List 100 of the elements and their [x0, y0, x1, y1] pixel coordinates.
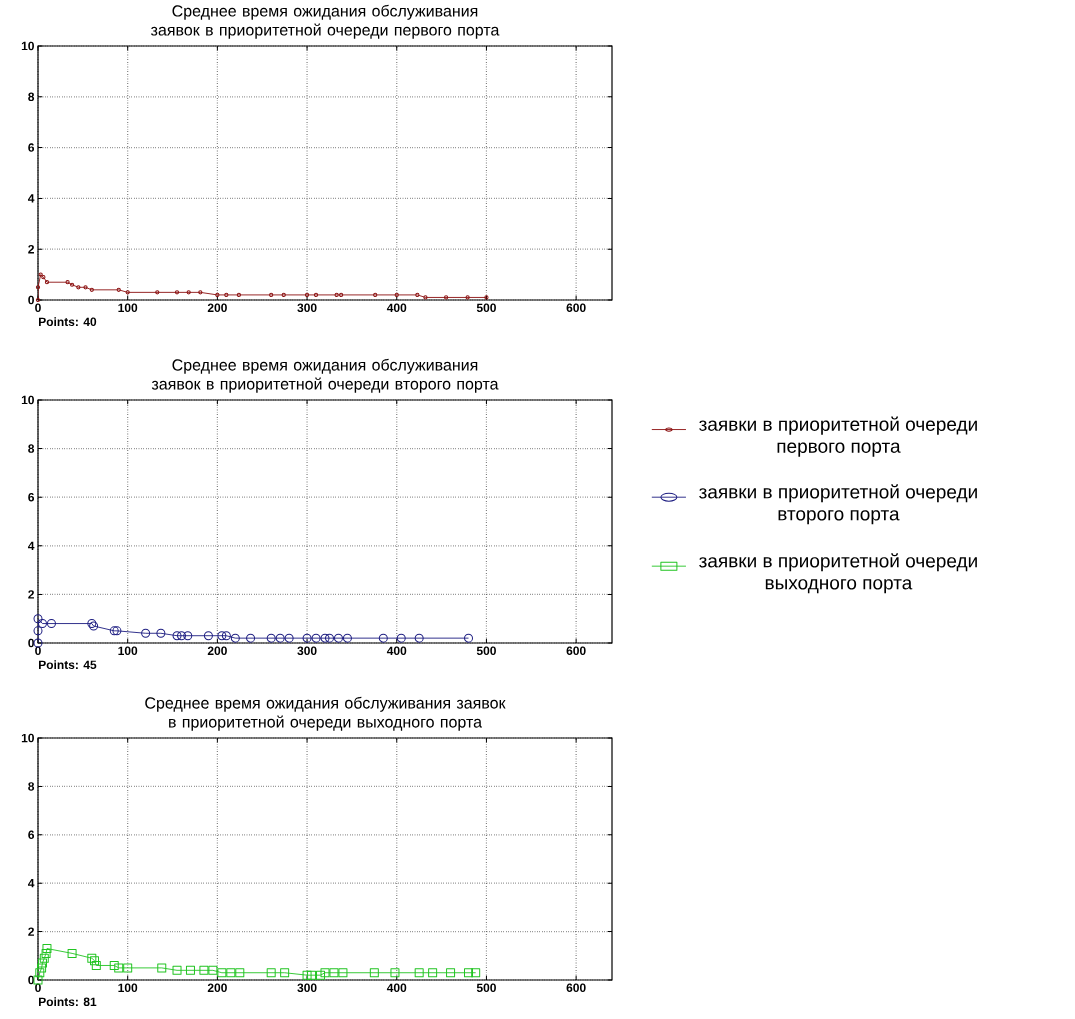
y-tick-label: 2 [28, 927, 34, 936]
point [217, 968, 227, 978]
point [172, 965, 182, 975]
x-tick-label: 100 [118, 303, 138, 313]
x-tick-label: 200 [207, 646, 227, 656]
x-tick-label: 100 [118, 646, 138, 656]
point [83, 285, 88, 290]
point [41, 275, 46, 280]
x-tick-label: 200 [207, 303, 227, 313]
y-tick-label: 0 [28, 295, 34, 305]
point [37, 958, 47, 968]
point [320, 968, 330, 978]
y-tick-label: 6 [28, 492, 35, 502]
point [35, 285, 41, 290]
chart-title: Среднее время ожидания обслуживания заявок в приоритетной очереди первого порта [151, 4, 500, 39]
point [208, 965, 218, 975]
chart-title: Среднее время ожидания обслуживания заявок в приоритетной очереди выходного порта [145, 696, 506, 731]
point [199, 965, 209, 975]
point [394, 292, 399, 298]
point [69, 282, 75, 287]
y-tick-label: 6 [28, 143, 35, 152]
point [415, 292, 420, 298]
point [35, 968, 45, 978]
legend-label: заявки в приоритетной очереди второго порта [699, 484, 977, 525]
y-tick-label: 4 [27, 879, 35, 888]
point [155, 290, 160, 295]
x-tick-label: 300 [297, 303, 317, 313]
point [226, 968, 236, 978]
point [316, 970, 326, 980]
y-tick-label: 10 [21, 395, 34, 405]
point [281, 292, 286, 298]
point [174, 290, 180, 295]
point [373, 292, 378, 298]
point [465, 295, 470, 300]
point [39, 953, 49, 963]
point [41, 948, 51, 958]
point [236, 292, 241, 298]
point [369, 968, 379, 978]
point [198, 290, 203, 295]
point [125, 290, 130, 295]
point [157, 963, 167, 973]
point [109, 960, 119, 970]
y-tick-label: 8 [28, 782, 35, 791]
point [464, 968, 473, 978]
point [329, 968, 339, 978]
point [269, 292, 274, 298]
point [339, 292, 344, 298]
y-tick-label: 2 [28, 590, 34, 599]
point [123, 963, 133, 973]
y-tick-label: 0 [28, 975, 34, 985]
y-tick-label: 8 [28, 444, 35, 453]
point [89, 287, 94, 292]
chart-title: Среднее время ожидания обслуживания заявок в приоритетной очереди второго порта [151, 358, 499, 393]
y-tick-label: 6 [28, 830, 35, 840]
legend-label: заявки в приоритетной очереди первого порта [699, 416, 977, 457]
point [423, 295, 428, 300]
point [76, 285, 81, 290]
point [65, 280, 70, 285]
y-tick-label: 2 [28, 245, 34, 254]
x-tick-label: 400 [386, 303, 407, 313]
point [304, 292, 310, 298]
x-tick-label: 500 [476, 983, 496, 993]
x-tick-label: 400 [386, 983, 407, 993]
y-tick-label: 4 [27, 541, 35, 550]
x-tick-label: 500 [476, 303, 496, 313]
text: Points: 81 [39, 997, 97, 1007]
point [235, 968, 245, 978]
x-tick-label: 300 [297, 983, 317, 993]
point [224, 292, 229, 298]
point [471, 968, 481, 978]
x-tick-label: 500 [476, 646, 496, 656]
point [215, 292, 220, 298]
x-tick-label: 400 [386, 646, 407, 656]
point [186, 290, 191, 295]
point [334, 292, 339, 298]
y-tick-label: 10 [21, 41, 34, 51]
x-tick-label: 300 [297, 646, 317, 656]
y-tick-label: 4 [27, 194, 35, 203]
point [302, 970, 312, 980]
y-tick-label: 0 [28, 638, 34, 648]
x-tick-label: 600 [566, 303, 586, 313]
point [38, 272, 43, 277]
point [67, 948, 77, 958]
point [390, 968, 400, 978]
point [185, 965, 195, 975]
x-tick-label: 600 [566, 646, 586, 656]
y-tick-label: 10 [21, 733, 34, 743]
point [414, 968, 424, 978]
legend-label: заявки в приоритетной очереди выходного порта [699, 553, 977, 594]
point [428, 968, 438, 978]
text: Points: 45 [39, 660, 97, 669]
point [266, 968, 276, 978]
point [116, 287, 121, 292]
text: Points: 40 [39, 317, 97, 326]
point [91, 960, 101, 970]
point [307, 970, 317, 980]
x-tick-label: 600 [566, 983, 586, 993]
x-tick-label: 100 [118, 983, 138, 993]
point [443, 295, 449, 300]
point [313, 292, 319, 298]
